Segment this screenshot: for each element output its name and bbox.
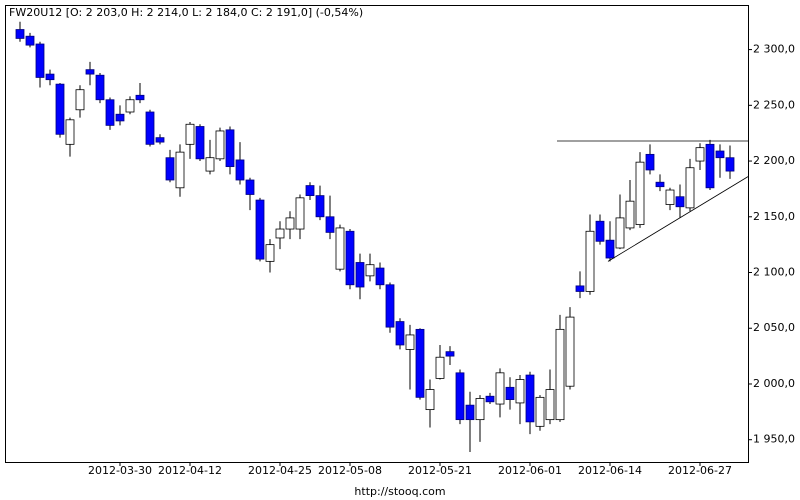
candle-body [135,94,145,101]
candle-body [665,189,675,205]
candle-body [355,262,365,288]
x-tick-label: 2012-05-21 [408,464,472,477]
candle-body [555,328,565,421]
candle-body [35,43,45,78]
candle-body [225,129,235,168]
candle-body [315,195,325,218]
candle-body [595,220,605,242]
candle-body [265,244,275,262]
candle-body [715,150,725,159]
candle-body [65,119,75,145]
candle-body [105,99,115,126]
candle-body [415,328,425,398]
candle-body [295,197,305,230]
candle-body [485,395,495,403]
candle-body [455,372,465,421]
candle-body [525,374,535,423]
candle-body [615,217,625,249]
candle-body [445,351,455,357]
candle-body [385,284,395,328]
candle-body [15,29,25,39]
candle-body [195,126,205,160]
candle-body [375,267,385,286]
trend-line [607,176,749,262]
candle-body [395,321,405,346]
candle-body [495,372,505,405]
candle-body [275,228,285,239]
candle-body [25,35,35,46]
candle-body [365,264,375,277]
y-tick-label: 2 200,0 [753,154,795,167]
candle-body [335,227,345,270]
candle-body [95,74,105,101]
candle-body [245,179,255,195]
candle-body [725,157,735,172]
y-tick-label: 2 150,0 [753,210,795,223]
candle-body [45,73,55,81]
candle-body [435,356,445,379]
candle-body [125,99,135,113]
candle-body [165,157,175,181]
candle-body [705,143,715,189]
candle-body [215,130,225,160]
candle-body [635,161,645,225]
x-tick-label: 2012-03-30 [88,464,152,477]
candle-body [675,196,685,208]
candle-body [175,151,185,189]
candle-body [645,153,655,171]
candle-body [325,216,335,233]
candle-body [345,230,355,286]
x-tick-label: 2012-05-08 [318,464,382,477]
y-tick-label: 2 100,0 [753,266,795,279]
candle-body [255,199,265,260]
candle-body [515,379,525,404]
y-tick-label: 2 250,0 [753,98,795,111]
candle-body [185,123,195,145]
candle-body [405,334,415,350]
y-tick-label: 2 300,0 [753,43,795,56]
candle-body [575,285,585,292]
candle-body [535,396,545,427]
x-tick-label: 2012-04-12 [158,464,222,477]
candle-body [625,200,635,229]
footer: http://stooq.com [354,485,445,498]
candle-body [685,167,695,209]
candle-body [475,398,485,421]
candle-body [305,185,315,197]
candle-body [55,83,65,135]
x-tick-label: 2012-06-01 [498,464,562,477]
candle-body [605,239,615,259]
x-tick-label: 2012-06-14 [578,464,642,477]
chart-title: FW20U12 [O: 2 203,0 H: 2 214,0 L: 2 184,… [9,6,363,19]
candle-body [465,404,475,421]
candle-body [585,230,595,292]
plot-frame [5,5,749,463]
candle-body [655,181,665,188]
candle-body [205,157,215,172]
candle-body [85,69,95,75]
candle-body [145,111,155,145]
y-tick-label: 1 950,0 [753,433,795,446]
candle-body [425,389,435,411]
candle-body [695,147,705,162]
candle-body [285,217,295,230]
x-tick-label: 2012-06-27 [668,464,732,477]
x-tick-label: 2012-04-25 [248,464,312,477]
candle-body [565,316,575,387]
candle-body [505,386,515,400]
candle-body [115,113,125,122]
candle-body [545,389,555,421]
candle-body [155,137,165,143]
y-tick-label: 2 000,0 [753,377,795,390]
candle-body [75,89,85,111]
y-tick-label: 2 050,0 [753,321,795,334]
candle-body [235,159,245,181]
